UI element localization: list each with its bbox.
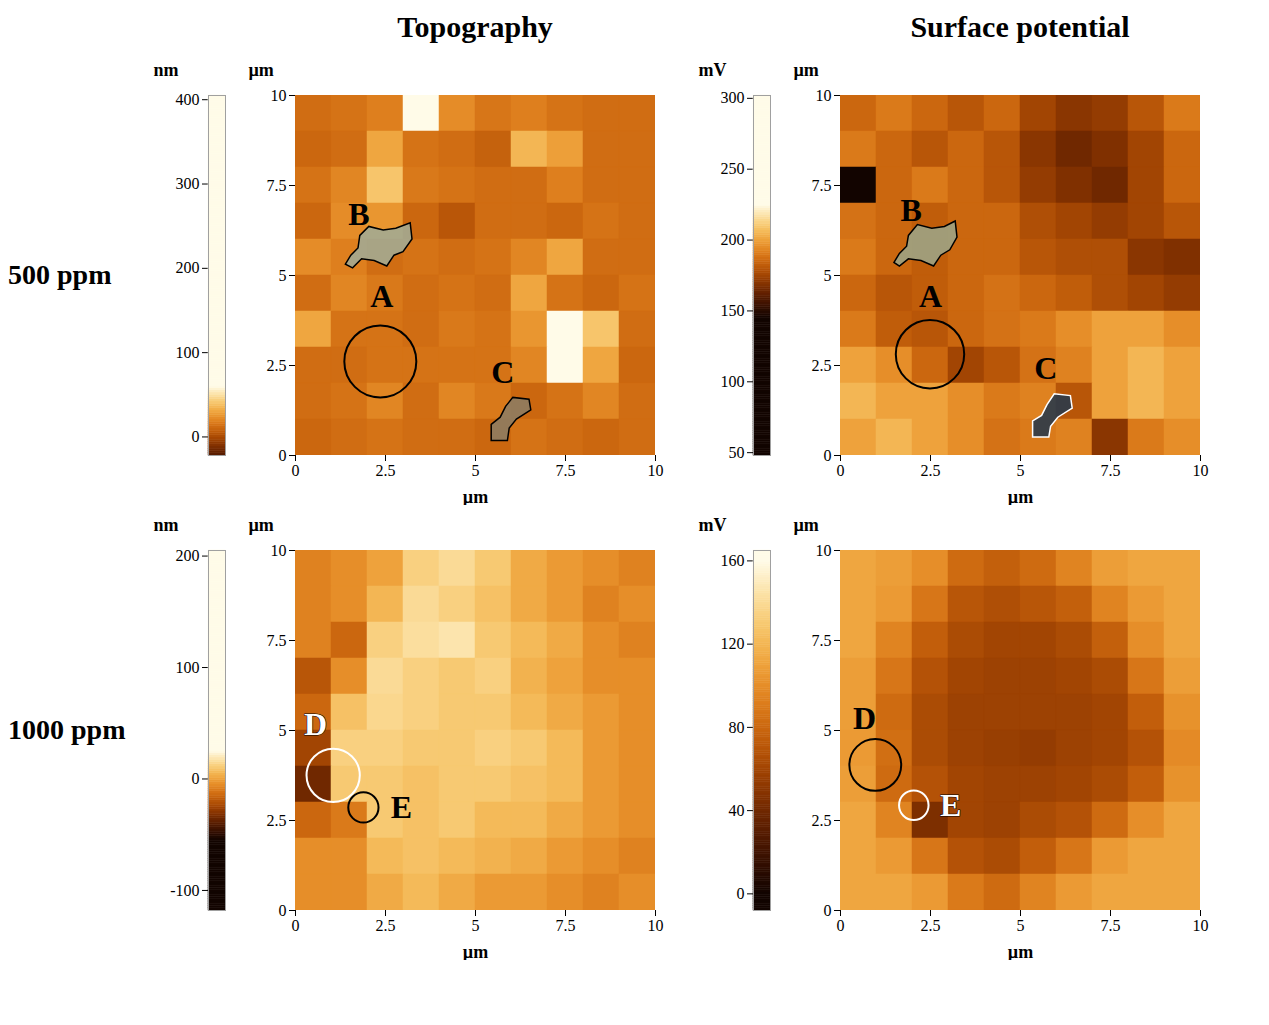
svg-text:10: 10 <box>1193 462 1209 479</box>
svg-text:2.5: 2.5 <box>812 812 832 829</box>
svg-text:D: D <box>853 700 876 736</box>
svg-text:10: 10 <box>816 87 832 104</box>
svg-text:C: C <box>491 354 514 390</box>
svg-text:5: 5 <box>1017 917 1025 934</box>
svg-text:2.5: 2.5 <box>812 357 832 374</box>
svg-text:mV: mV <box>699 515 727 535</box>
svg-text:100: 100 <box>176 344 200 361</box>
svg-text:5: 5 <box>1017 462 1025 479</box>
svg-text:250: 250 <box>721 160 745 177</box>
svg-text:300: 300 <box>176 175 200 192</box>
svg-text:100: 100 <box>721 373 745 390</box>
svg-text:7.5: 7.5 <box>556 462 576 479</box>
svg-text:0: 0 <box>737 885 745 902</box>
svg-text:µm: µm <box>1008 942 1033 961</box>
svg-text:5: 5 <box>279 267 287 284</box>
svg-text:150: 150 <box>721 302 745 319</box>
svg-text:nm: nm <box>154 515 179 535</box>
svg-text:7.5: 7.5 <box>267 632 287 649</box>
svg-text:40: 40 <box>729 802 745 819</box>
svg-text:µm: µm <box>794 60 819 80</box>
svg-text:200: 200 <box>176 259 200 276</box>
svg-text:µm: µm <box>249 515 274 535</box>
svg-text:7.5: 7.5 <box>1101 917 1121 934</box>
svg-text:µm: µm <box>794 515 819 535</box>
svg-text:µm: µm <box>1008 487 1033 506</box>
svg-text:160: 160 <box>721 552 745 569</box>
svg-text:A: A <box>919 278 942 314</box>
svg-text:0: 0 <box>192 770 200 787</box>
svg-text:0: 0 <box>824 902 832 919</box>
svg-text:2.5: 2.5 <box>376 917 396 934</box>
svg-text:2.5: 2.5 <box>921 462 941 479</box>
svg-text:10: 10 <box>816 542 832 559</box>
svg-text:2.5: 2.5 <box>921 917 941 934</box>
svg-text:E: E <box>391 789 412 825</box>
svg-text:µm: µm <box>249 60 274 80</box>
svg-text:0: 0 <box>279 902 287 919</box>
svg-text:C: C <box>1034 350 1057 386</box>
svg-text:10: 10 <box>648 462 664 479</box>
svg-text:10: 10 <box>271 542 287 559</box>
svg-text:80: 80 <box>729 718 745 735</box>
svg-text:7.5: 7.5 <box>1101 462 1121 479</box>
svg-text:7.5: 7.5 <box>556 917 576 934</box>
svg-text:7.5: 7.5 <box>267 177 287 194</box>
svg-text:400: 400 <box>176 91 200 108</box>
html-text:Topography: Topography <box>397 10 553 43</box>
html-text:1000 ppm: 1000 ppm <box>8 714 126 745</box>
svg-text:D: D <box>304 706 327 742</box>
svg-text:300: 300 <box>721 89 745 106</box>
svg-text:10: 10 <box>1193 917 1209 934</box>
svg-text:100: 100 <box>176 659 200 676</box>
svg-text:200: 200 <box>176 547 200 564</box>
svg-text:0: 0 <box>192 428 200 445</box>
svg-text:0: 0 <box>824 447 832 464</box>
svg-text:10: 10 <box>648 917 664 934</box>
svg-text:7.5: 7.5 <box>812 632 832 649</box>
svg-text:10: 10 <box>271 87 287 104</box>
svg-text:5: 5 <box>472 917 480 934</box>
svg-text:5: 5 <box>824 267 832 284</box>
svg-text:200: 200 <box>721 231 745 248</box>
svg-text:0: 0 <box>292 462 300 479</box>
html-text:Surface potential: Surface potential <box>910 10 1130 43</box>
svg-text:-100: -100 <box>170 882 199 899</box>
svg-text:50: 50 <box>729 444 745 461</box>
svg-text:7.5: 7.5 <box>812 177 832 194</box>
svg-text:E: E <box>940 787 961 823</box>
svg-text:5: 5 <box>279 722 287 739</box>
svg-text:µm: µm <box>463 942 488 961</box>
svg-text:0: 0 <box>837 917 845 934</box>
svg-text:B: B <box>348 196 369 232</box>
svg-text:2.5: 2.5 <box>376 462 396 479</box>
svg-text:2.5: 2.5 <box>267 812 287 829</box>
svg-text:5: 5 <box>824 722 832 739</box>
svg-text:0: 0 <box>837 462 845 479</box>
svg-text:5: 5 <box>472 462 480 479</box>
svg-text:A: A <box>370 278 393 314</box>
html-text:500 ppm: 500 ppm <box>8 259 112 290</box>
svg-text:120: 120 <box>721 635 745 652</box>
svg-text:µm: µm <box>463 487 488 506</box>
svg-text:0: 0 <box>292 917 300 934</box>
svg-text:nm: nm <box>154 60 179 80</box>
svg-text:B: B <box>900 192 921 228</box>
svg-text:0: 0 <box>279 447 287 464</box>
svg-text:2.5: 2.5 <box>267 357 287 374</box>
svg-text:mV: mV <box>699 60 727 80</box>
